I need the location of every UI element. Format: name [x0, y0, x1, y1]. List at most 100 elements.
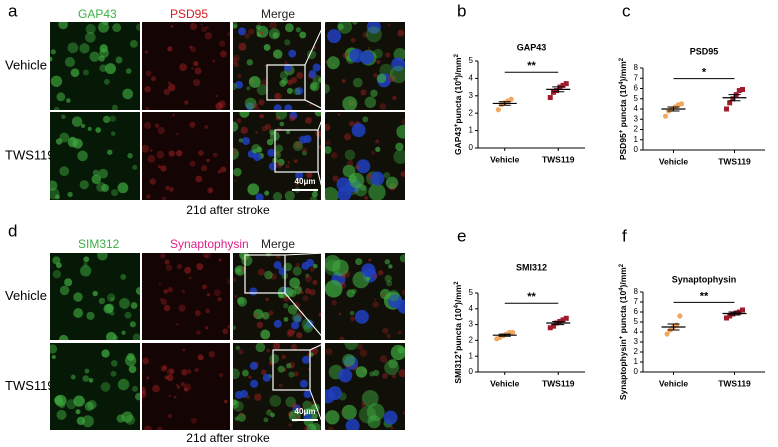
signal [327, 426, 334, 430]
signal [286, 130, 291, 135]
signal [275, 112, 288, 120]
signal [279, 121, 285, 127]
signal [246, 86, 251, 91]
y-tick-label: 0 [469, 143, 474, 152]
signal [122, 88, 134, 100]
signal [313, 78, 317, 81]
signal [130, 302, 138, 309]
signal [325, 123, 331, 131]
signal [263, 417, 269, 423]
signal [142, 357, 150, 365]
signal [248, 28, 255, 35]
signal [54, 194, 60, 200]
nucleus [249, 361, 258, 370]
signal [170, 24, 174, 28]
signal [106, 331, 117, 340]
signal [266, 348, 270, 353]
signal [285, 164, 290, 169]
signal [179, 63, 188, 72]
signal [325, 280, 343, 298]
signal [205, 255, 208, 258]
signal [224, 399, 228, 404]
signal [164, 259, 170, 265]
signal [195, 175, 203, 183]
signal [194, 310, 201, 316]
signal [101, 349, 110, 358]
signal [99, 64, 108, 73]
x-tick-label: TWS119 [718, 378, 751, 388]
y-tick-label: 1 [469, 351, 474, 360]
signal [116, 414, 125, 423]
signal [269, 395, 282, 407]
signal [286, 363, 292, 369]
panel-label: f [622, 226, 627, 245]
nucleus [356, 159, 371, 174]
signal [272, 32, 279, 39]
signal [295, 262, 301, 268]
signal [396, 124, 405, 139]
nucleus [273, 104, 282, 110]
data-point [510, 329, 516, 336]
signal [293, 87, 301, 96]
signal [129, 321, 136, 328]
signal [370, 89, 378, 98]
signal [297, 407, 302, 412]
signal [295, 415, 299, 419]
signal [201, 284, 208, 290]
signal [202, 253, 211, 259]
signal [291, 313, 302, 323]
data-point [724, 315, 729, 321]
error-bar [667, 106, 680, 112]
signal [227, 324, 230, 329]
signal [270, 412, 275, 418]
signal [344, 343, 359, 351]
signal [160, 365, 167, 372]
signal [261, 369, 267, 375]
signal [100, 382, 111, 392]
x-tick-label: Vehicle [490, 378, 520, 388]
signal [259, 113, 264, 119]
signal [397, 346, 405, 354]
signal [341, 79, 346, 83]
micrograph-signal [142, 113, 227, 200]
signal [217, 297, 222, 302]
signal [376, 59, 381, 64]
row-label: Vehicle [5, 57, 47, 72]
signal [313, 45, 317, 49]
signal [349, 310, 355, 316]
nucleus [238, 27, 247, 36]
signal [92, 169, 100, 176]
signal [318, 77, 321, 83]
nucleus [289, 112, 298, 120]
error-bar [498, 101, 511, 106]
signal [286, 87, 293, 94]
signal [95, 127, 102, 133]
signal [145, 194, 151, 199]
signal [77, 150, 88, 162]
signal [167, 46, 173, 52]
x-tick-label: TWS119 [542, 154, 575, 164]
signal [166, 368, 175, 376]
nucleus [283, 63, 292, 72]
signal [233, 399, 240, 409]
y-label-part: PSD95 [618, 133, 628, 160]
signal [168, 81, 171, 85]
nucleus [303, 412, 312, 421]
signal [318, 145, 321, 150]
signal [393, 149, 405, 164]
signal [381, 293, 386, 298]
signal [204, 32, 213, 40]
signal [355, 366, 368, 378]
signal [110, 131, 116, 136]
error-bar [552, 320, 565, 326]
data-point [740, 307, 745, 313]
signal [183, 383, 192, 392]
signal [365, 26, 382, 43]
signal [340, 411, 344, 415]
signal [50, 75, 63, 87]
y-tick-label: 6 [634, 307, 639, 316]
signal [386, 333, 392, 339]
signal [169, 368, 175, 374]
signal [369, 391, 372, 394]
signal [253, 308, 264, 320]
